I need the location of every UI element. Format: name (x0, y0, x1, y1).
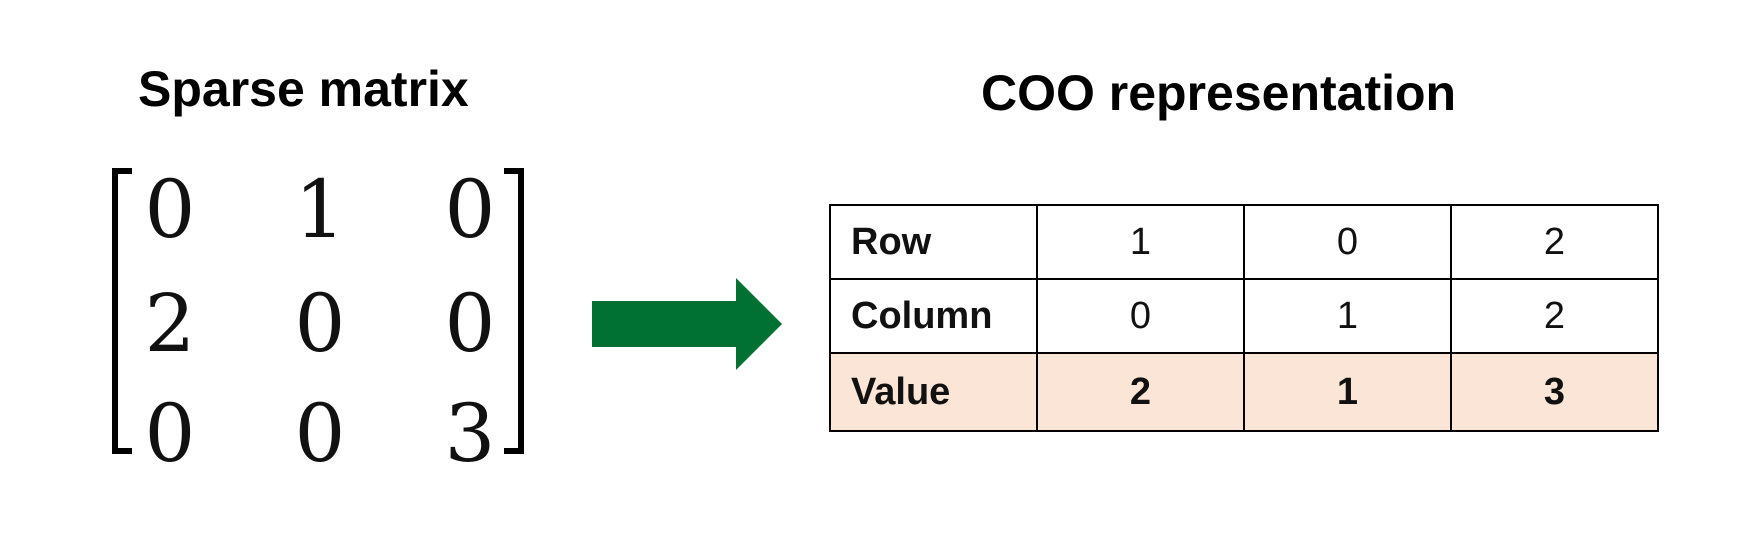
row-value-cell: 1 (1036, 204, 1245, 280)
sparse-matrix-title: Sparse matrix (138, 61, 469, 117)
row-value-cell: 0 (1243, 204, 1452, 280)
matrix-cell-0-2: 0 (444, 163, 496, 256)
matrix-cell-0-1: 1 (294, 163, 346, 256)
table-row-row: Row 1 0 2 (829, 204, 1659, 280)
matrix-row-2: 0 0 3 (112, 394, 524, 494)
value-cell: 3 (1450, 352, 1659, 432)
right-arrow-icon (592, 278, 782, 370)
matrix-cell-1-0: 2 (144, 277, 196, 370)
matrix-row-0: 0 1 0 (112, 170, 524, 270)
table-row-value: Value 2 1 3 (829, 352, 1659, 432)
column-value-cell: 1 (1243, 278, 1452, 354)
arrow-shape (592, 278, 782, 370)
coo-representation-title: COO representation (981, 65, 1457, 121)
matrix-left-bracket (112, 168, 132, 454)
matrix-right-bracket (504, 168, 524, 454)
row-label: Row (829, 204, 1038, 280)
coo-table: Row 1 0 2 Column 0 1 2 Value 2 1 3 (829, 204, 1659, 432)
matrix-row-1: 2 0 0 (112, 284, 524, 384)
sparse-matrix: 0 1 0 2 0 0 0 0 3 (112, 168, 524, 474)
matrix-cell-2-2: 3 (444, 387, 496, 480)
matrix-cell-1-2: 0 (444, 277, 496, 370)
column-value-cell: 2 (1450, 278, 1659, 354)
value-label: Value (829, 352, 1038, 432)
column-label: Column (829, 278, 1038, 354)
column-value-cell: 0 (1036, 278, 1245, 354)
value-cell: 1 (1243, 352, 1452, 432)
matrix-cell-1-1: 0 (294, 277, 346, 370)
value-cell: 2 (1036, 352, 1245, 432)
table-row-column: Column 0 1 2 (829, 278, 1659, 354)
matrix-cell-2-0: 0 (144, 387, 196, 480)
matrix-cell-2-1: 0 (294, 387, 346, 480)
row-value-cell: 2 (1450, 204, 1659, 280)
matrix-cell-0-0: 0 (144, 163, 196, 256)
